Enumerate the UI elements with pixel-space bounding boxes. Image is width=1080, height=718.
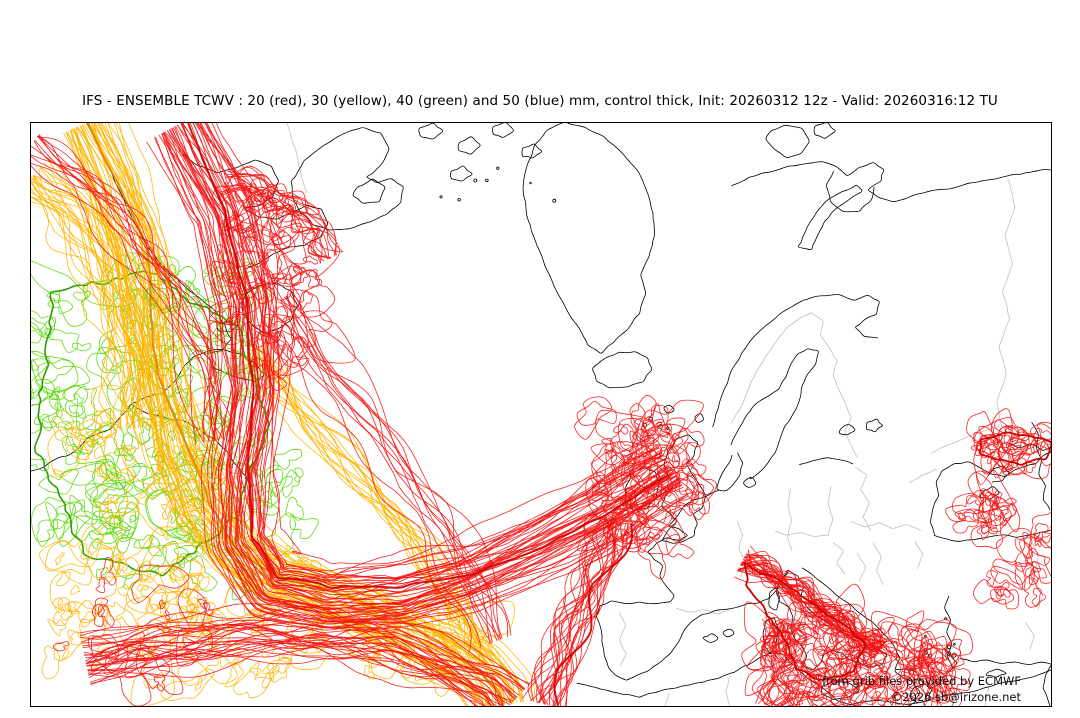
attribution-source: from grib files provided by ECMWF (822, 674, 1021, 688)
map-canvas (31, 123, 1051, 706)
ensemble-red-20mm-layer (31, 123, 1051, 706)
attribution-copyright: ©2026 sb@irizone.net (890, 690, 1021, 704)
map-frame: from grib files provided by ECMWF ©2026 … (30, 122, 1052, 707)
chart-title: IFS - ENSEMBLE TCWV : 20 (red), 30 (yell… (82, 93, 998, 109)
